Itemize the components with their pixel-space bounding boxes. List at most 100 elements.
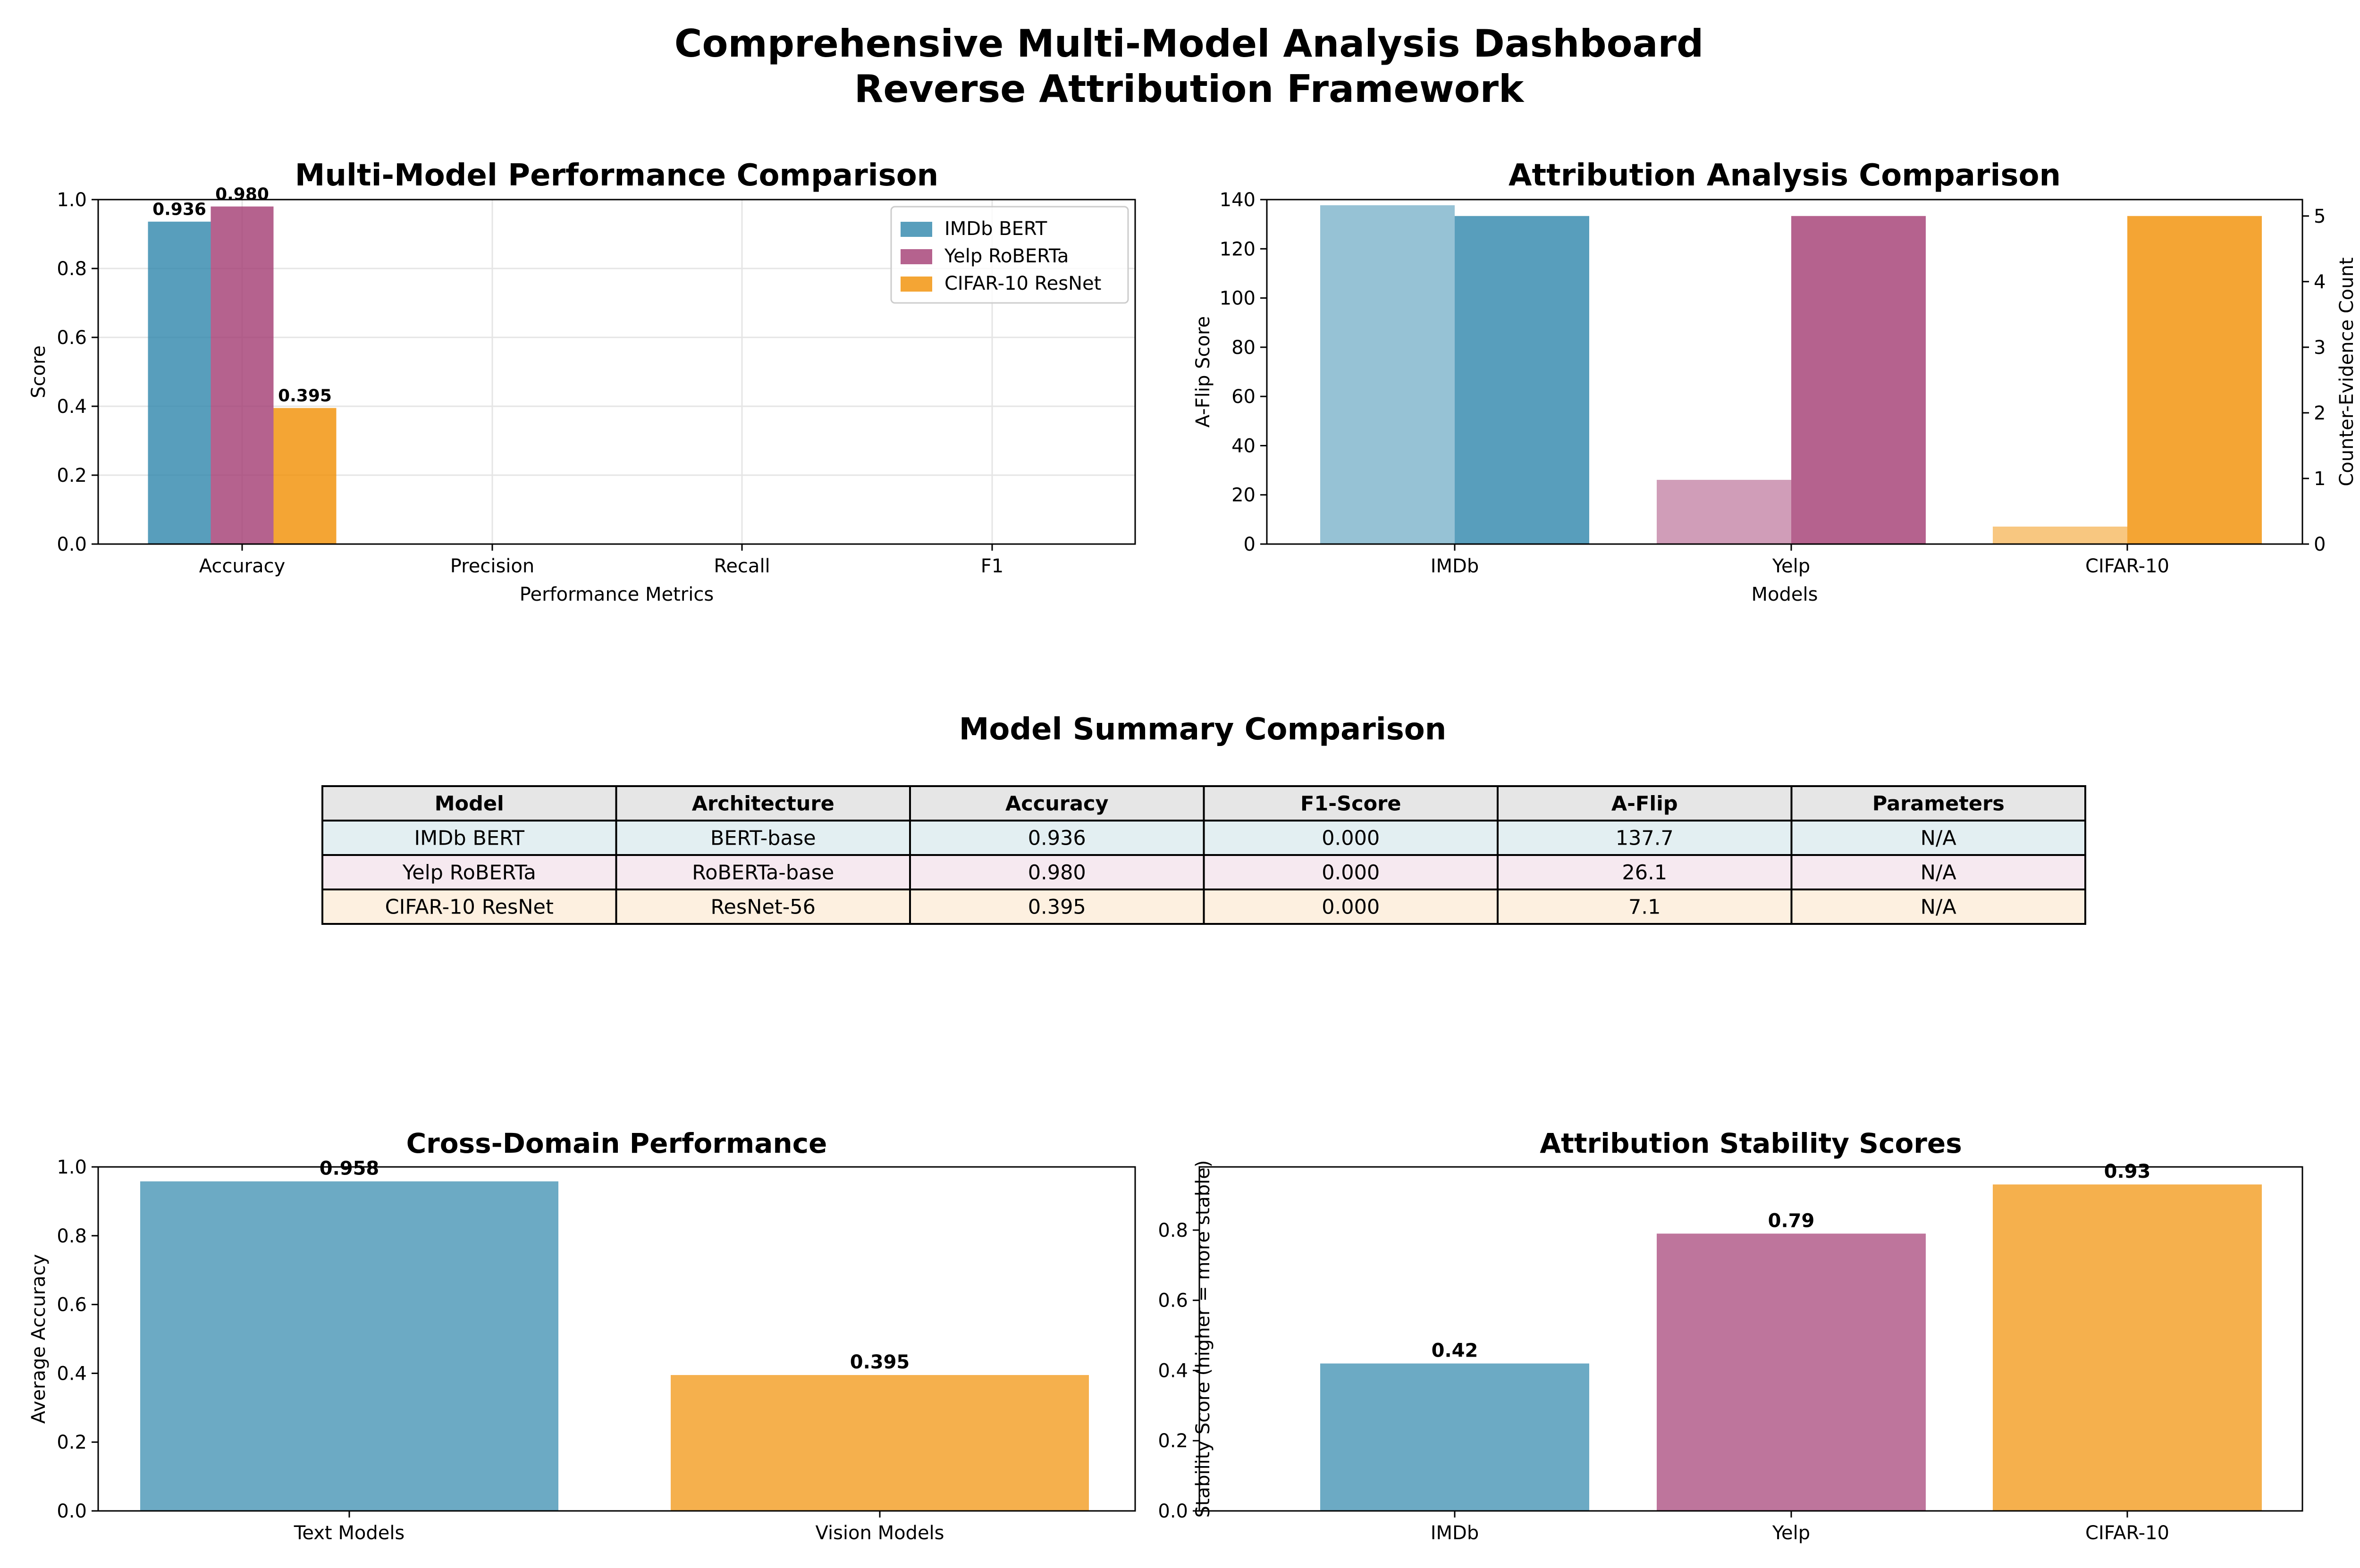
perf-legend-swatch: [901, 249, 932, 264]
perf-ytick-label: 0.8: [57, 258, 87, 280]
figure-subtitle: Reverse Attribution Framework: [854, 67, 1525, 111]
table-cell-value: 7.1: [1628, 896, 1660, 919]
attr-aflip-bar-2: [1993, 526, 2127, 544]
stab-bar-value-label: 0.79: [1768, 1210, 1815, 1232]
chart-title: Attribution Analysis Comparison: [1509, 158, 2061, 193]
table-cell: [1203, 820, 1499, 856]
table-cell-value: 137.7: [1616, 827, 1674, 850]
table-cell: [1790, 854, 2086, 890]
stability-chart: Attribution Stability Scores 0.0 0.2 0.4 0.6…: [1158, 1127, 2303, 1544]
table-header-cell: [909, 785, 1205, 822]
perf-legend-label: IMDb BERT: [944, 218, 1047, 240]
table-cell-value: CIFAR-10 ResNet: [385, 896, 554, 919]
perf-axes-frame: [97, 199, 1136, 545]
attr-xlabel: Models: [1752, 584, 1818, 605]
perf-xtick-label: Accuracy: [199, 555, 286, 577]
attr-ytick-label: 140: [1220, 189, 1256, 211]
table-cell-value: N/A: [1921, 861, 1957, 885]
table-header-label: Model: [435, 792, 504, 816]
perf-ytick-label: 0.4: [57, 396, 87, 418]
table-cell-value: 0.000: [1322, 896, 1380, 919]
cross-bar-0: [140, 1181, 558, 1511]
table-header-label: Parameters: [1872, 792, 2005, 816]
cross-ytick-label: 0.6: [57, 1294, 87, 1316]
perf-legend-label: CIFAR-10 ResNet: [944, 273, 1101, 294]
cross-ytick-label: 0.8: [57, 1225, 87, 1247]
attr-ytick-label: 40: [1231, 435, 1256, 457]
cross-ytick-label: 1.0: [57, 1157, 87, 1178]
attr-ytick-right-label: 5: [2314, 206, 2326, 227]
table-cell: [615, 889, 911, 925]
cross-ytick-label: 0.4: [57, 1363, 87, 1384]
cross-bar-value-label: 0.958: [320, 1158, 379, 1180]
perf-xtick-label: F1: [981, 555, 1003, 577]
perf-xtick-label: Recall: [714, 555, 770, 577]
attr-ytick-label: 0: [1244, 534, 1256, 555]
perf-legend-swatch: [901, 277, 932, 292]
attr-ylabel-left: A-Flip Score: [1192, 316, 1214, 428]
table-cell-value: 0.980: [1028, 861, 1086, 885]
chart-title: Multi-Model Performance Comparison: [295, 158, 938, 193]
attr-ytick-right-label: 0: [2314, 534, 2326, 555]
perf-legend-swatch: [901, 222, 932, 237]
table-cell: [321, 820, 617, 856]
perf-xtick-label: Precision: [450, 555, 534, 577]
stab-ytick-label: 0.2: [1158, 1430, 1188, 1452]
perf-bar-value-label: 0.936: [152, 200, 206, 219]
attr-ytick-label: 80: [1231, 337, 1256, 359]
table-cell: [909, 854, 1205, 890]
stab-bar-value-label: 0.93: [2104, 1161, 2151, 1182]
cross-bar-value-label: 0.395: [850, 1351, 910, 1373]
perf-bar-1-0: [211, 206, 274, 545]
cross-ytick-label: 0.2: [57, 1432, 87, 1453]
attr-aflip-bar-1: [1657, 479, 1791, 544]
attr-ytick-right-label: 1: [2314, 468, 2326, 490]
perf-ytick-label: 1.0: [57, 189, 87, 211]
stab-ylabel: Stability Score (higher = more stable): [1192, 1160, 1214, 1518]
stab-bar-2: [1993, 1184, 2262, 1511]
table-title: Model Summary Comparison: [959, 712, 1447, 747]
cross-xtick-label: Vision Models: [815, 1522, 944, 1544]
stab-ytick-label: 0.8: [1158, 1220, 1188, 1241]
table-cell: [1790, 889, 2086, 925]
table-header-cell: [1790, 785, 2086, 822]
table-cell: [1497, 854, 1793, 890]
perf-bar-2-0: [273, 408, 337, 544]
table-cell: [909, 889, 1205, 925]
attr-ylabel-right: Counter-Evidence Count: [2336, 257, 2358, 486]
table-cell-value: 26.1: [1622, 861, 1667, 885]
stab-ytick-label: 0.6: [1158, 1290, 1188, 1312]
stab-bar-value-label: 0.42: [1432, 1340, 1478, 1362]
attr-aflip-bar-0: [1320, 205, 1455, 544]
perf-ytick-label: 0.2: [57, 465, 87, 486]
table-cell-value: 0.000: [1322, 861, 1380, 885]
attr-ytick-right-label: 3: [2314, 337, 2326, 359]
table-cell-value: IMDb BERT: [414, 827, 524, 850]
stab-xtick-label: Yelp: [1772, 1522, 1810, 1544]
table-cell-value: Yelp RoBERTa: [402, 861, 536, 885]
attr-ytick-label: 60: [1231, 386, 1256, 408]
table-cell-value: BERT-base: [710, 827, 816, 850]
attr-ytick-label: 100: [1220, 288, 1256, 310]
attr-ytick-right-label: 2: [2314, 402, 2326, 424]
perf-bar-value-label: 0.395: [278, 386, 332, 406]
summary-table: Model Summary Comparison Model Architectur…: [321, 712, 2086, 925]
table-cell-value: 0.000: [1322, 827, 1380, 850]
attribution-chart: Attribution Analysis Comparison020406080…: [1192, 158, 2358, 605]
perf-bar-value-label: 0.980: [215, 185, 269, 204]
stab-ytick-label: 0.4: [1158, 1360, 1188, 1382]
chart-title: Cross-Domain Performance: [406, 1127, 827, 1159]
perf-ytick-label: 0.0: [57, 534, 87, 555]
attr-counter-bar-0: [1455, 216, 1589, 544]
cross-bar-1: [671, 1375, 1089, 1511]
table-cell-value: N/A: [1921, 896, 1957, 919]
attr-axes-frame: [1266, 199, 2303, 545]
perf-legend: [890, 206, 1129, 304]
stab-bar-0: [1320, 1363, 1589, 1511]
performance-chart: Multi-Model Performance Comparison 0.0 0.2…: [28, 158, 1136, 605]
attr-ytick-label: 120: [1220, 238, 1256, 260]
stab-bar-1: [1657, 1233, 1926, 1511]
table-cell-value: 0.936: [1028, 827, 1086, 850]
table-cell: [1497, 820, 1793, 856]
